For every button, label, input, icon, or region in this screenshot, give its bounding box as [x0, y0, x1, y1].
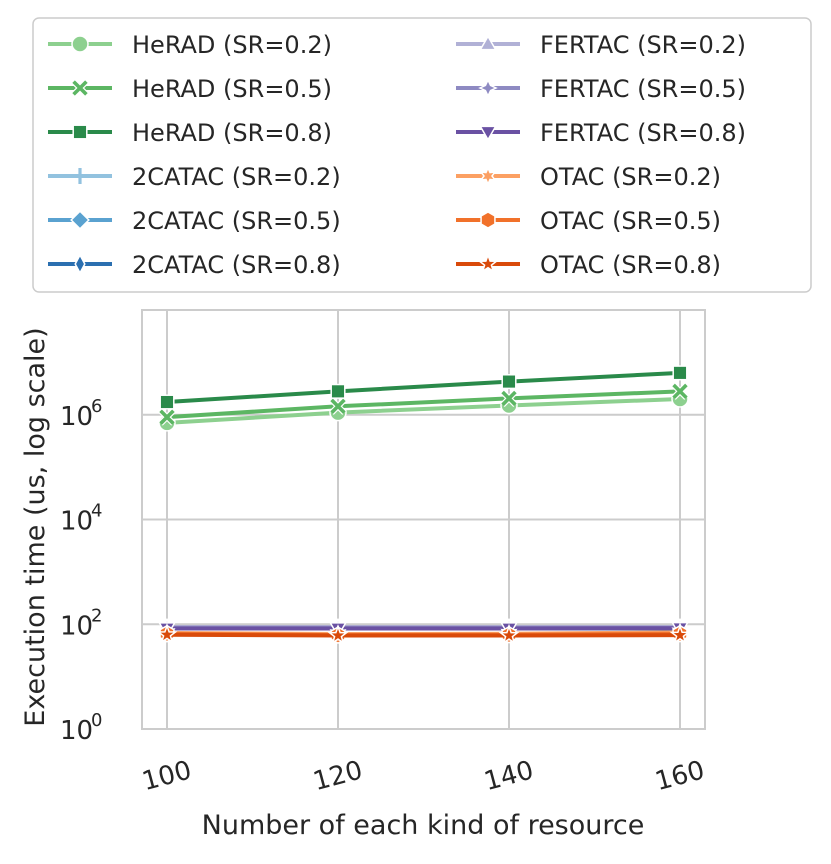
- legend-label: HeRAD (SR=0.2): [132, 31, 332, 59]
- legend-marker: [72, 36, 88, 52]
- legend-label: HeRAD (SR=0.5): [132, 75, 332, 103]
- legend-label: OTAC (SR=0.5): [540, 207, 721, 235]
- data-point: [673, 366, 687, 380]
- y-tick-exponent: 0: [91, 710, 102, 731]
- y-tick-base: 10: [60, 402, 93, 432]
- legend-label: FERTAC (SR=0.8): [540, 119, 746, 147]
- legend-label: 2CATAC (SR=0.8): [132, 251, 341, 279]
- y-tick-exponent: 4: [91, 501, 102, 522]
- legend-label: OTAC (SR=0.8): [540, 251, 721, 279]
- y-tick-exponent: 6: [91, 396, 102, 417]
- legend-label: FERTAC (SR=0.5): [540, 75, 746, 103]
- y-axis-title: Execution time (us, log scale): [20, 327, 51, 726]
- y-tick-base: 10: [60, 611, 93, 641]
- y-tick-exponent: 2: [91, 605, 102, 626]
- legend-marker: [73, 125, 87, 139]
- y-tick-base: 10: [60, 716, 93, 746]
- x-axis-title: Number of each kind of resource: [202, 810, 645, 841]
- data-point: [331, 385, 345, 399]
- legend-label: 2CATAC (SR=0.5): [132, 207, 341, 235]
- y-tick-base: 10: [60, 507, 93, 537]
- legend-marker: [481, 212, 495, 228]
- legend-label: FERTAC (SR=0.2): [540, 31, 746, 59]
- series-line: [167, 635, 680, 636]
- legend: HeRAD (SR=0.2) HeRAD (SR=0.5) HeRAD (SR=0.…: [33, 18, 811, 292]
- legend-label: HeRAD (SR=0.8): [132, 119, 332, 147]
- legend-label: OTAC (SR=0.2): [540, 163, 721, 191]
- data-point: [502, 375, 516, 389]
- legend-label: 2CATAC (SR=0.2): [132, 163, 341, 191]
- data-point: [160, 395, 174, 409]
